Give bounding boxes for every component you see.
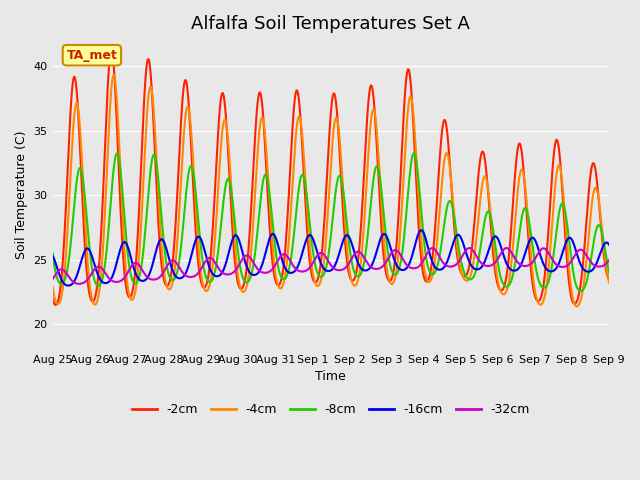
Line: -2cm: -2cm <box>52 51 609 305</box>
-4cm <box>117 173 125 179</box>
-16cm <box>203 255 211 261</box>
Line: -4cm: -4cm <box>52 75 609 306</box>
Line: -32cm: -32cm <box>52 248 609 284</box>
-32cm <box>173 261 181 267</box>
-4cm <box>59 287 67 293</box>
Line: -16cm: -16cm <box>52 230 609 286</box>
-16cm <box>417 228 425 233</box>
-8cm <box>203 276 211 282</box>
-32cm <box>399 257 407 263</box>
-8cm <box>49 250 56 256</box>
-8cm <box>399 241 407 247</box>
-16cm <box>399 267 407 273</box>
-4cm <box>399 180 407 186</box>
-32cm <box>75 281 83 287</box>
-32cm <box>502 245 510 251</box>
-16cm <box>59 279 67 285</box>
-4cm <box>203 288 211 294</box>
-8cm <box>59 281 67 287</box>
-8cm <box>173 269 181 275</box>
-2cm <box>417 246 424 252</box>
Y-axis label: Soil Temperature (C): Soil Temperature (C) <box>15 131 28 259</box>
-32cm <box>605 257 613 263</box>
Text: TA_met: TA_met <box>67 48 117 62</box>
-8cm <box>415 188 423 194</box>
-4cm <box>573 303 580 309</box>
-16cm <box>117 245 125 251</box>
-32cm <box>203 257 211 263</box>
Title: Alfalfa Soil Temperatures Set A: Alfalfa Soil Temperatures Set A <box>191 15 470 33</box>
-32cm <box>49 276 56 282</box>
-4cm <box>110 72 118 78</box>
-2cm <box>108 48 115 54</box>
-4cm <box>415 211 423 216</box>
-32cm <box>117 278 125 284</box>
-4cm <box>173 240 181 246</box>
-8cm <box>117 169 125 175</box>
-2cm <box>52 302 60 308</box>
-16cm <box>63 283 71 288</box>
-4cm <box>605 280 613 286</box>
-2cm <box>400 106 408 112</box>
-2cm <box>118 225 125 230</box>
X-axis label: Time: Time <box>316 371 346 384</box>
Line: -8cm: -8cm <box>52 153 609 291</box>
-2cm <box>60 250 67 256</box>
Legend: -2cm, -4cm, -8cm, -16cm, -32cm: -2cm, -4cm, -8cm, -16cm, -32cm <box>127 398 535 421</box>
-2cm <box>174 178 182 183</box>
-8cm <box>605 270 613 276</box>
-2cm <box>204 278 211 284</box>
-16cm <box>605 242 613 248</box>
-32cm <box>415 263 423 269</box>
-2cm <box>49 296 56 302</box>
-32cm <box>59 267 67 273</box>
-2cm <box>605 277 613 283</box>
-4cm <box>49 283 56 289</box>
-8cm <box>113 150 120 156</box>
-8cm <box>577 288 584 294</box>
-16cm <box>415 229 423 235</box>
-16cm <box>173 275 181 280</box>
-16cm <box>49 252 56 258</box>
